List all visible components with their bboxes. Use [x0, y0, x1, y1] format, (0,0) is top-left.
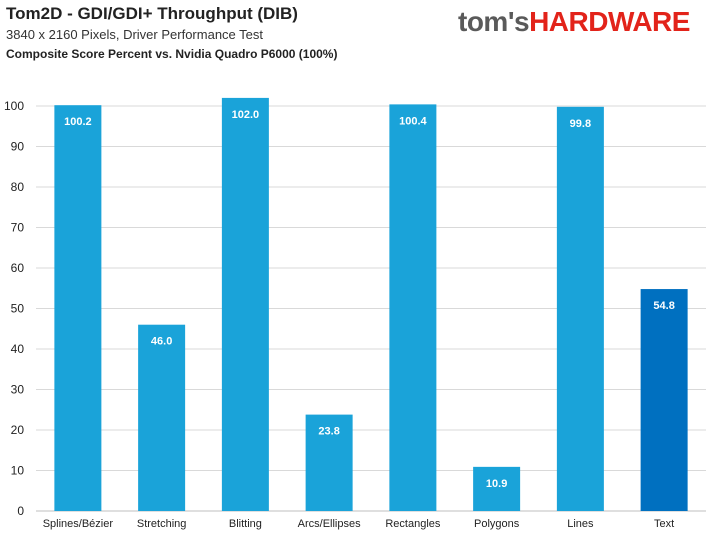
bar-value-label: 54.8	[653, 300, 674, 312]
y-tick-label: 80	[11, 180, 25, 194]
y-tick-label: 70	[11, 221, 25, 235]
x-category-label: Polygons	[474, 518, 520, 530]
bar	[640, 289, 688, 511]
x-category-label: Rectangles	[385, 518, 441, 530]
bar-value-label: 46.0	[151, 336, 172, 348]
x-category-label: Blitting	[229, 518, 262, 530]
y-tick-label: 100	[4, 99, 24, 113]
y-tick-label: 10	[11, 464, 25, 478]
logo-part-hardware: HARDWARE	[529, 6, 690, 37]
bar-value-label: 100.2	[64, 116, 92, 128]
chart-subtitle-secondary: Composite Score Percent vs. Nvidia Quadr…	[6, 47, 338, 61]
bar-value-label: 23.8	[318, 426, 339, 438]
y-tick-label: 20	[11, 423, 25, 437]
chart-subtitle: 3840 x 2160 Pixels, Driver Performance T…	[6, 27, 263, 42]
bar-value-label: 99.8	[570, 118, 591, 130]
y-tick-label: 40	[11, 342, 25, 356]
x-category-label: Lines	[567, 518, 594, 530]
bar	[305, 414, 353, 511]
y-tick-label: 0	[17, 504, 24, 518]
bar	[221, 97, 269, 512]
toms-hardware-logo: tom's HARDWARE	[458, 6, 690, 40]
x-category-label: Text	[654, 518, 674, 530]
logo-part-toms: tom's	[458, 6, 530, 37]
bar	[54, 105, 102, 511]
y-tick-label: 30	[11, 383, 25, 397]
bar-value-label: 10.9	[486, 478, 507, 490]
bar	[138, 324, 186, 511]
x-category-label: Arcs/Ellipses	[298, 518, 361, 530]
y-tick-label: 60	[11, 261, 25, 275]
chart-title: Tom2D - GDI/GDI+ Throughput (DIB)	[6, 4, 298, 23]
bar-value-label: 102.0	[232, 109, 260, 121]
bar-value-label: 100.4	[399, 115, 427, 127]
bar	[473, 466, 521, 511]
x-category-label: Stretching	[137, 518, 187, 530]
bar	[556, 106, 604, 511]
y-tick-label: 50	[11, 302, 25, 316]
y-tick-label: 90	[11, 140, 25, 154]
bar	[389, 104, 437, 511]
x-category-label: Splines/Bézier	[43, 518, 114, 530]
